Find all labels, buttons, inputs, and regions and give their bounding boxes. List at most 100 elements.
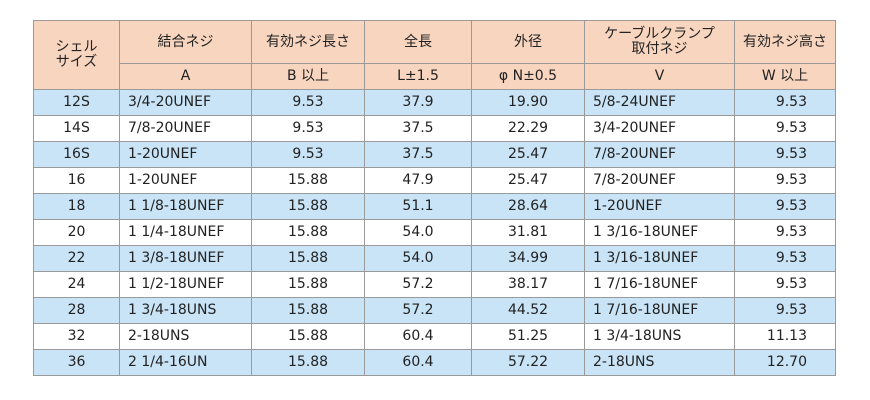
- cell-coupling-thread: 1 1/2-18UNEF: [119, 271, 252, 298]
- cell-effective-thread-height: 9.53: [734, 167, 836, 194]
- cell-coupling-thread: 2 1/4-16UN: [119, 349, 252, 376]
- cell-overall-length: 57.2: [364, 297, 472, 324]
- table-row: 16 1-20UNEF 15.88 47.9 25.47 7/8-20UNEF 9.53: [33, 167, 836, 194]
- cell-coupling-thread: 1 1/8-18UNEF: [119, 193, 252, 220]
- cell-coupling-thread: 1-20UNEF: [119, 167, 252, 194]
- cell-coupling-thread: 1 1/4-18UNEF: [119, 219, 252, 246]
- cell-cable-clamp-thread: 7/8-20UNEF: [584, 141, 735, 168]
- cell-effective-thread-height: 9.53: [734, 219, 836, 246]
- cell-cable-clamp-thread: 1 7/16-18UNEF: [584, 271, 735, 298]
- cell-coupling-thread: 1 3/8-18UNEF: [119, 245, 252, 272]
- cell-effective-thread-length: 15.88: [251, 349, 365, 376]
- cell-shell-size: 24: [33, 271, 120, 298]
- cell-effective-thread-height: 9.53: [734, 193, 836, 220]
- cell-outer-diameter: 28.64: [471, 193, 585, 220]
- subheader-effective-thread-length: B 以上: [251, 63, 365, 90]
- cell-cable-clamp-thread: 3/4-20UNEF: [584, 115, 735, 142]
- cell-overall-length: 54.0: [364, 219, 472, 246]
- subheader-overall-length: L±1.5: [364, 63, 472, 90]
- cell-outer-diameter: 31.81: [471, 219, 585, 246]
- cell-effective-thread-length: 15.88: [251, 245, 365, 272]
- cell-outer-diameter: 22.29: [471, 115, 585, 142]
- cell-effective-thread-length: 15.88: [251, 219, 365, 246]
- cell-cable-clamp-thread: 1 3/16-18UNEF: [584, 245, 735, 272]
- cell-overall-length: 37.9: [364, 89, 472, 116]
- cell-outer-diameter: 25.47: [471, 167, 585, 194]
- cell-outer-diameter: 34.99: [471, 245, 585, 272]
- cell-effective-thread-height: 9.53: [734, 89, 836, 116]
- cell-coupling-thread: 1-20UNEF: [119, 141, 252, 168]
- cell-outer-diameter: 38.17: [471, 271, 585, 298]
- table-row: 22 1 3/8-18UNEF 15.88 54.0 34.99 1 3/16-18UNE…: [33, 245, 836, 272]
- header-outer-diameter: 外径: [471, 20, 585, 64]
- table-row: 24 1 1/2-18UNEF 15.88 57.2 38.17 1 7/16-18UNE…: [33, 271, 836, 298]
- cell-overall-length: 54.0: [364, 245, 472, 272]
- cell-cable-clamp-thread: 7/8-20UNEF: [584, 167, 735, 194]
- header-coupling-thread: 結合ネジ: [119, 20, 252, 64]
- cell-effective-thread-length: 15.88: [251, 193, 365, 220]
- header-overall-length: 全長: [364, 20, 472, 64]
- cell-effective-thread-height: 12.70: [734, 349, 836, 376]
- cell-coupling-thread: 7/8-20UNEF: [119, 115, 252, 142]
- cell-cable-clamp-thread: 1-20UNEF: [584, 193, 735, 220]
- cell-effective-thread-height: 11.13: [734, 323, 836, 350]
- cell-shell-size: 22: [33, 245, 120, 272]
- subheader-outer-diameter: φ N±0.5: [471, 63, 585, 90]
- cell-coupling-thread: 3/4-20UNEF: [119, 89, 252, 116]
- table-row: 16S 1-20UNEF 9.53 37.5 25.47 7/8-20UNEF 9.53: [33, 141, 836, 168]
- cell-cable-clamp-thread: 1 3/16-18UNEF: [584, 219, 735, 246]
- cell-overall-length: 47.9: [364, 167, 472, 194]
- cell-overall-length: 60.4: [364, 323, 472, 350]
- cell-overall-length: 60.4: [364, 349, 472, 376]
- table-row: 18 1 1/8-18UNEF 15.88 51.1 28.64 1-20UNEF 9.53: [33, 193, 836, 220]
- cell-overall-length: 51.1: [364, 193, 472, 220]
- cell-effective-thread-height: 9.53: [734, 245, 836, 272]
- cell-effective-thread-length: 9.53: [251, 115, 365, 142]
- cell-effective-thread-length: 9.53: [251, 89, 365, 116]
- cell-coupling-thread: 1 3/4-18UNS: [119, 297, 252, 324]
- table-row: 12S 3/4-20UNEF 9.53 37.9 19.90 5/8-24UNEF 9.53: [33, 89, 836, 116]
- cell-shell-size: 32: [33, 323, 120, 350]
- cell-shell-size: 28: [33, 297, 120, 324]
- cell-shell-size: 12S: [33, 89, 120, 116]
- subheader-cable-clamp-thread: V: [584, 63, 735, 90]
- cell-effective-thread-height: 9.53: [734, 271, 836, 298]
- spec-table-container: シェル サイズ 結合ネジ 有効ネジ長さ 全長 外径 ケーブルクランプ 取付ネジ …: [33, 20, 836, 376]
- cell-effective-thread-height: 9.53: [734, 297, 836, 324]
- cell-overall-length: 57.2: [364, 271, 472, 298]
- header-effective-thread-length: 有効ネジ長さ: [251, 20, 365, 64]
- cell-shell-size: 16S: [33, 141, 120, 168]
- cell-outer-diameter: 51.25: [471, 323, 585, 350]
- cell-effective-thread-length: 15.88: [251, 167, 365, 194]
- cell-effective-thread-length: 9.53: [251, 141, 365, 168]
- header-effective-thread-height: 有効ネジ高さ: [734, 20, 836, 64]
- cell-outer-diameter: 19.90: [471, 89, 585, 116]
- table-body: 12S 3/4-20UNEF 9.53 37.9 19.90 5/8-24UNEF 9.53…: [33, 89, 836, 376]
- header-shell-size: シェル サイズ: [33, 20, 120, 90]
- header-cable-clamp-thread: ケーブルクランプ 取付ネジ: [584, 20, 735, 64]
- table-row: 36 2 1/4-16UN 15.88 60.4 57.22 2-18UNS 12.70: [33, 349, 836, 376]
- table-row: 28 1 3/4-18UNS 15.88 57.2 44.52 1 7/16-18UNEF…: [33, 297, 836, 324]
- header-row: シェル サイズ 結合ネジ 有効ネジ長さ 全長 外径 ケーブルクランプ 取付ネジ …: [33, 20, 836, 90]
- cell-overall-length: 37.5: [364, 115, 472, 142]
- cell-outer-diameter: 57.22: [471, 349, 585, 376]
- table-row: 32 2-18UNS 15.88 60.4 51.25 1 3/4-18UNS 11.13: [33, 323, 836, 350]
- cell-shell-size: 18: [33, 193, 120, 220]
- cell-shell-size: 20: [33, 219, 120, 246]
- cell-effective-thread-length: 15.88: [251, 297, 365, 324]
- cell-coupling-thread: 2-18UNS: [119, 323, 252, 350]
- subheader-row: A B 以上 L±1.5 φ N±0.5 V W 以上: [34, 63, 836, 90]
- table-row: 20 1 1/4-18UNEF 15.88 54.0 31.81 1 3/16-18UNE…: [33, 219, 836, 246]
- cell-outer-diameter: 44.52: [471, 297, 585, 324]
- connector-spec-table: シェル サイズ 結合ネジ 有効ネジ長さ 全長 外径 ケーブルクランプ 取付ネジ …: [33, 20, 836, 376]
- cell-effective-thread-height: 9.53: [734, 115, 836, 142]
- cell-shell-size: 36: [33, 349, 120, 376]
- cell-cable-clamp-thread: 1 7/16-18UNEF: [584, 297, 735, 324]
- cell-cable-clamp-thread: 5/8-24UNEF: [584, 89, 735, 116]
- cell-shell-size: 14S: [33, 115, 120, 142]
- cell-cable-clamp-thread: 2-18UNS: [584, 349, 735, 376]
- cell-effective-thread-length: 15.88: [251, 323, 365, 350]
- cell-effective-thread-length: 15.88: [251, 271, 365, 298]
- table-row: 14S 7/8-20UNEF 9.53 37.5 22.29 3/4-20UNEF 9.53: [33, 115, 836, 142]
- cell-overall-length: 37.5: [364, 141, 472, 168]
